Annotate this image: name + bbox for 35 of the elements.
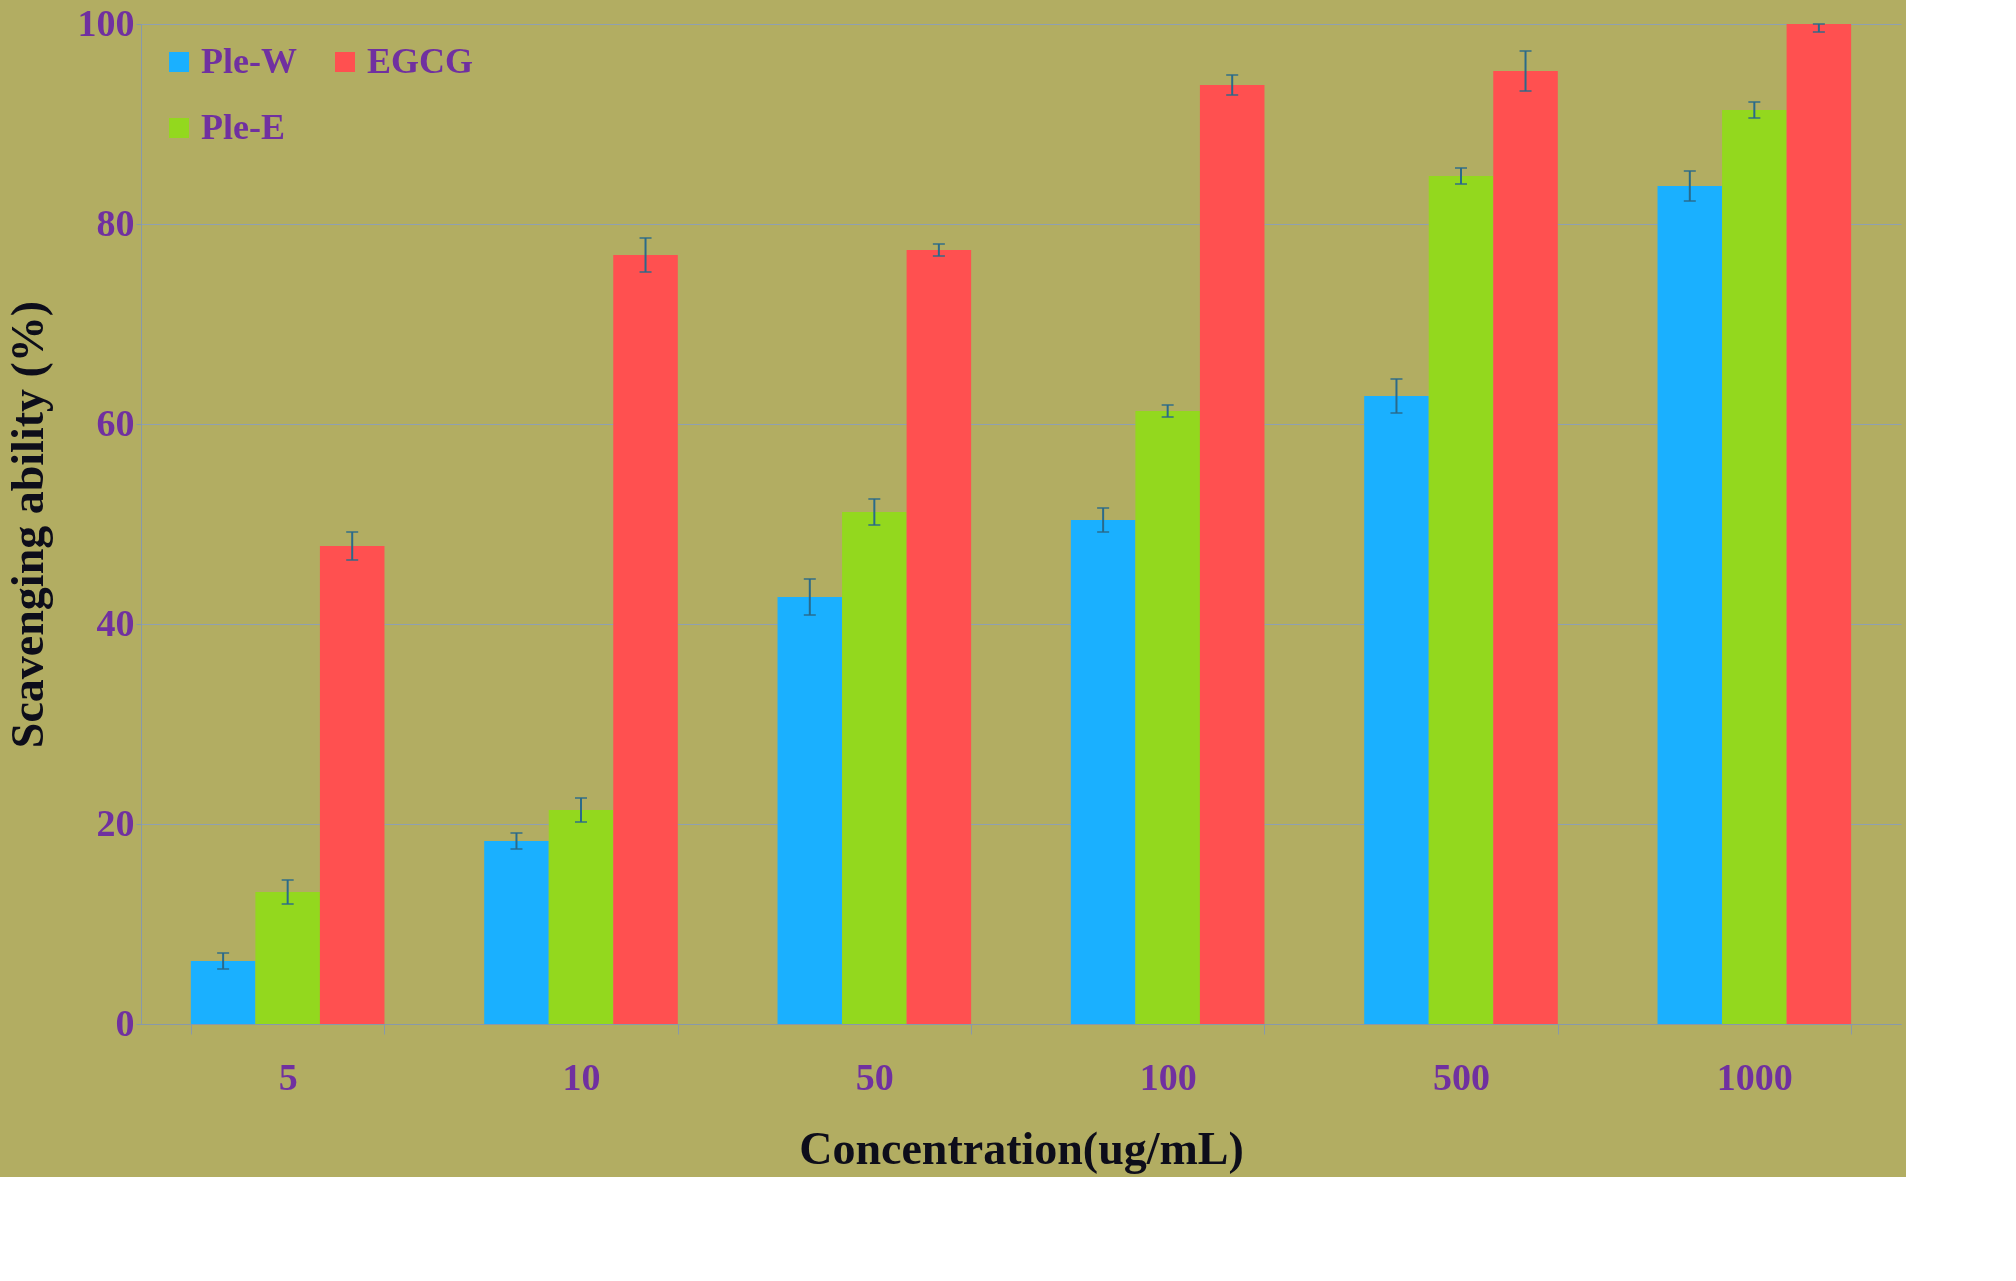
bar: [1493, 71, 1558, 1024]
bar: [1722, 110, 1787, 1024]
bar: [777, 597, 843, 1024]
bar: [1070, 520, 1136, 1024]
y-tick-label: 20: [96, 801, 135, 844]
x-tick-label: 5: [278, 1055, 298, 1098]
bar: [548, 810, 614, 1024]
bar: [1428, 176, 1494, 1024]
bar: [1199, 85, 1265, 1024]
bar: [906, 250, 972, 1024]
bar: [1786, 24, 1852, 1024]
bar: [255, 892, 320, 1024]
x-tick-label: 1000: [1716, 1055, 1793, 1098]
x-axis-title: Concentration(ug/mL): [799, 1122, 1244, 1174]
y-tick-label: 60: [96, 401, 135, 444]
legend-label: Ple-E: [201, 107, 285, 147]
y-tick-label: 100: [77, 1, 135, 44]
x-tick-label: 100: [1139, 1055, 1197, 1098]
bar: [1364, 396, 1429, 1024]
bar: [1135, 411, 1200, 1024]
bar: [842, 512, 907, 1024]
bar: [319, 546, 385, 1024]
x-tick-label: 500: [1433, 1055, 1490, 1098]
legend-label: Ple-W: [201, 41, 297, 81]
y-tick-label: 40: [96, 601, 135, 644]
bar: [1657, 186, 1723, 1024]
x-tick-label: 50: [855, 1055, 894, 1098]
bar: [613, 255, 678, 1024]
bar: [190, 961, 256, 1024]
bar: [484, 841, 549, 1024]
legend-label: EGCG: [367, 41, 474, 81]
y-tick-label: 0: [115, 1001, 135, 1044]
y-axis-title: Scavenging ability (%): [1, 300, 53, 749]
y-tick-label: 80: [96, 201, 135, 244]
x-tick-label: 10: [562, 1055, 601, 1098]
